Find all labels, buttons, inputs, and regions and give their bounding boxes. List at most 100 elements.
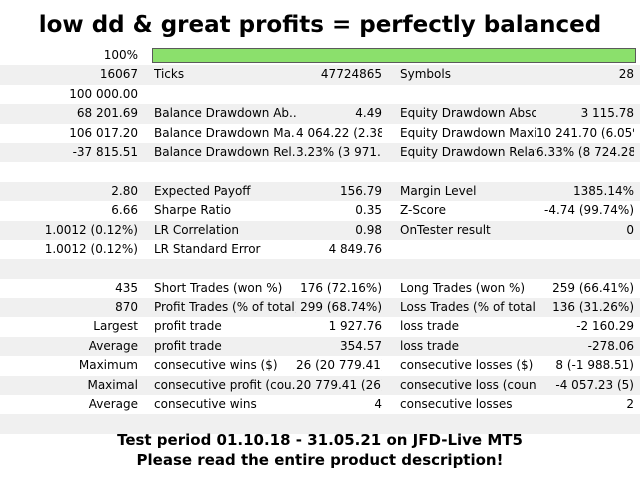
table-cell-c5: 2 [626, 397, 634, 412]
table-cell-c3: 176 (72.16%) [300, 280, 382, 295]
table-cell-c1: 435 [115, 280, 138, 295]
table-row [0, 414, 640, 434]
table-row: Average profit trade 354.57 loss trade -278.… [0, 336, 640, 357]
table-cell-c3: 3.23% (3 971.12) [296, 144, 382, 159]
table-cell-c3: 0.98 [355, 222, 382, 237]
table-cell-c3: 1 927.76 [328, 319, 382, 334]
table-row: 435 Short Trades (won %) 176 (72.16%) Long … [0, 279, 640, 298]
progress-bar [152, 48, 636, 63]
table-cell-c4: Margin Level [400, 183, 477, 198]
table-row: 68 201.69 Balance Drawdown Ab... 4.49 Equit… [0, 104, 640, 124]
table-cell-c5: 8 (-1 988.51) [555, 358, 634, 373]
table-cell-c2 [154, 85, 296, 104]
table-cell-c4 [400, 240, 536, 259]
table-cell-c1: 6.66 [111, 203, 138, 218]
table-cell-c3: 47724865 [320, 67, 382, 82]
table-cell-c5: 28 [618, 67, 634, 82]
table-cell-c3: 0.35 [355, 203, 382, 218]
table-row: 16067 Ticks 47724865 Symbols 28 [0, 65, 640, 85]
footer-note: Test period 01.10.18 - 31.05.21 on JFD-L… [0, 430, 640, 470]
table-cell-c2: Balance Drawdown Ma... [154, 125, 296, 140]
table-row [0, 259, 640, 279]
table-cell-c2 [154, 259, 296, 278]
table-cell-c4 [400, 162, 536, 181]
table-cell-c3 [296, 259, 382, 278]
table-cell-c2: Balance Drawdown Ab... [154, 106, 296, 121]
table-cell-c1: 870 [115, 300, 138, 315]
table-cell-c5: -4.74 (99.74%) [544, 203, 634, 218]
table-cell-c1 [0, 162, 138, 181]
progress-row: 100% [0, 46, 640, 65]
table-cell-c1: 1.0012 (0.12%) [44, 241, 138, 256]
table-cell-c4: consecutive loss (count) [400, 377, 536, 392]
table-cell-c1 [0, 259, 138, 278]
table-cell-c3: 4 [374, 397, 382, 412]
table-cell-c1: 1.0012 (0.12%) [44, 222, 138, 237]
table-cell-c1: Largest [93, 319, 138, 334]
table-cell-c3: 4.49 [355, 106, 382, 121]
table-cell-c5 [536, 85, 634, 104]
table-cell-c1: 106 017.20 [69, 125, 138, 140]
table-cell-c5: 6.33% (8 724.28) [536, 144, 634, 159]
table-cell-c1: Maximum [78, 358, 138, 373]
table-cell-c4: loss trade [400, 338, 459, 353]
table-cell-c5 [536, 240, 634, 259]
table-row: Maximal consecutive profit (cou... 20 779.… [0, 375, 640, 396]
table-cell-c5: 10 241.70 (6.05%) [536, 125, 634, 140]
table-cell-c2: Short Trades (won %) [154, 280, 283, 295]
table-cell-c1: Average [88, 397, 138, 412]
table-cell-c4: Z-Score [400, 203, 446, 218]
progress-bar-fill [153, 49, 635, 62]
footer-test-period: Test period 01.10.18 - 31.05.21 on JFD-L… [117, 431, 523, 449]
table-cell-c4: Equity Drawdown Maxi... [400, 125, 536, 140]
table-cell-c1: 100 000.00 [69, 86, 138, 101]
table-cell-c3: 4 849.76 [328, 241, 382, 256]
table-cell-c2: Expected Payoff [154, 183, 251, 198]
table-cell-c4: loss trade [400, 319, 459, 334]
table-cell-c2: profit trade [154, 338, 222, 353]
table-row: 1.0012 (0.12%) LR Standard Error 4 849.76 [0, 240, 640, 259]
table-cell-c4 [400, 259, 536, 278]
table-cell-c4: Long Trades (won %) [400, 280, 526, 295]
table-cell-c4: Loss Trades (% of total) [400, 300, 536, 315]
table-cell-c2: profit trade [154, 319, 222, 334]
table-cell-c1: Average [88, 338, 138, 353]
table-cell-c3: 156.79 [340, 183, 382, 198]
table-cell-c3 [296, 162, 382, 181]
table-cell-c5: 1385.14% [572, 183, 634, 198]
table-cell-c4: consecutive losses ($) [400, 358, 534, 373]
table-cell-c3 [296, 85, 382, 104]
table-cell-c2: consecutive profit (cou... [154, 377, 296, 392]
tester-report-table: 100% 16067 Ticks 47724865 Symbols 28 100 000.… [0, 46, 640, 434]
table-row: 2.80 Expected Payoff 156.79 Margin Level 138… [0, 181, 640, 202]
table-cell-c3: 20 779.41 (26) [296, 377, 382, 392]
table-cell-c4: Equity Drawdown Relat... [400, 144, 536, 159]
table-cell-c4: Equity Drawdown Abso... [400, 106, 536, 121]
table-row: 106 017.20 Balance Drawdown Ma... 4 064.22… [0, 124, 640, 143]
headline-title: low dd & great profits = perfectly balan… [38, 12, 602, 38]
table-cell-c5: -278.06 [587, 338, 634, 353]
progress-percent-label: 100% [103, 48, 138, 62]
table-cell-c3: 299 (68.74%) [300, 300, 382, 315]
table-cell-c2: Sharpe Ratio [154, 203, 232, 218]
table-cell-c2: LR Correlation [154, 222, 240, 237]
table-cell-c2: consecutive wins ($) [154, 358, 278, 373]
table-cell-c2: consecutive wins [154, 397, 257, 412]
table-cell-c2 [154, 162, 296, 181]
table-cell-c5: 0 [626, 222, 634, 237]
table-row: 100 000.00 [0, 85, 640, 104]
table-row: Largest profit trade 1 927.76 loss trade -2 … [0, 317, 640, 336]
table-cell-c5: 259 (66.41%) [552, 280, 634, 295]
table-cell-c3: 4 064.22 (2.38%) [296, 125, 382, 140]
table-cell-c3: 26 (20 779.41) [296, 358, 382, 373]
table-cell-c5: 3 115.78 [580, 106, 634, 121]
table-cell-c5 [536, 162, 634, 181]
table-cell-c4 [400, 85, 536, 104]
table-cell-c1: -37 815.51 [72, 144, 138, 159]
table-cell-c1: Maximal [87, 377, 138, 392]
table-row: 6.66 Sharpe Ratio 0.35 Z-Score -4.74 (99.74%… [0, 201, 640, 220]
table-cell-c5: -4 057.23 (5) [555, 377, 634, 392]
table-cell-c2: Balance Drawdown Rel... [154, 144, 296, 159]
table-cell-c1: 2.80 [111, 183, 138, 198]
table-cell-c5: 136 (31.26%) [552, 300, 634, 315]
